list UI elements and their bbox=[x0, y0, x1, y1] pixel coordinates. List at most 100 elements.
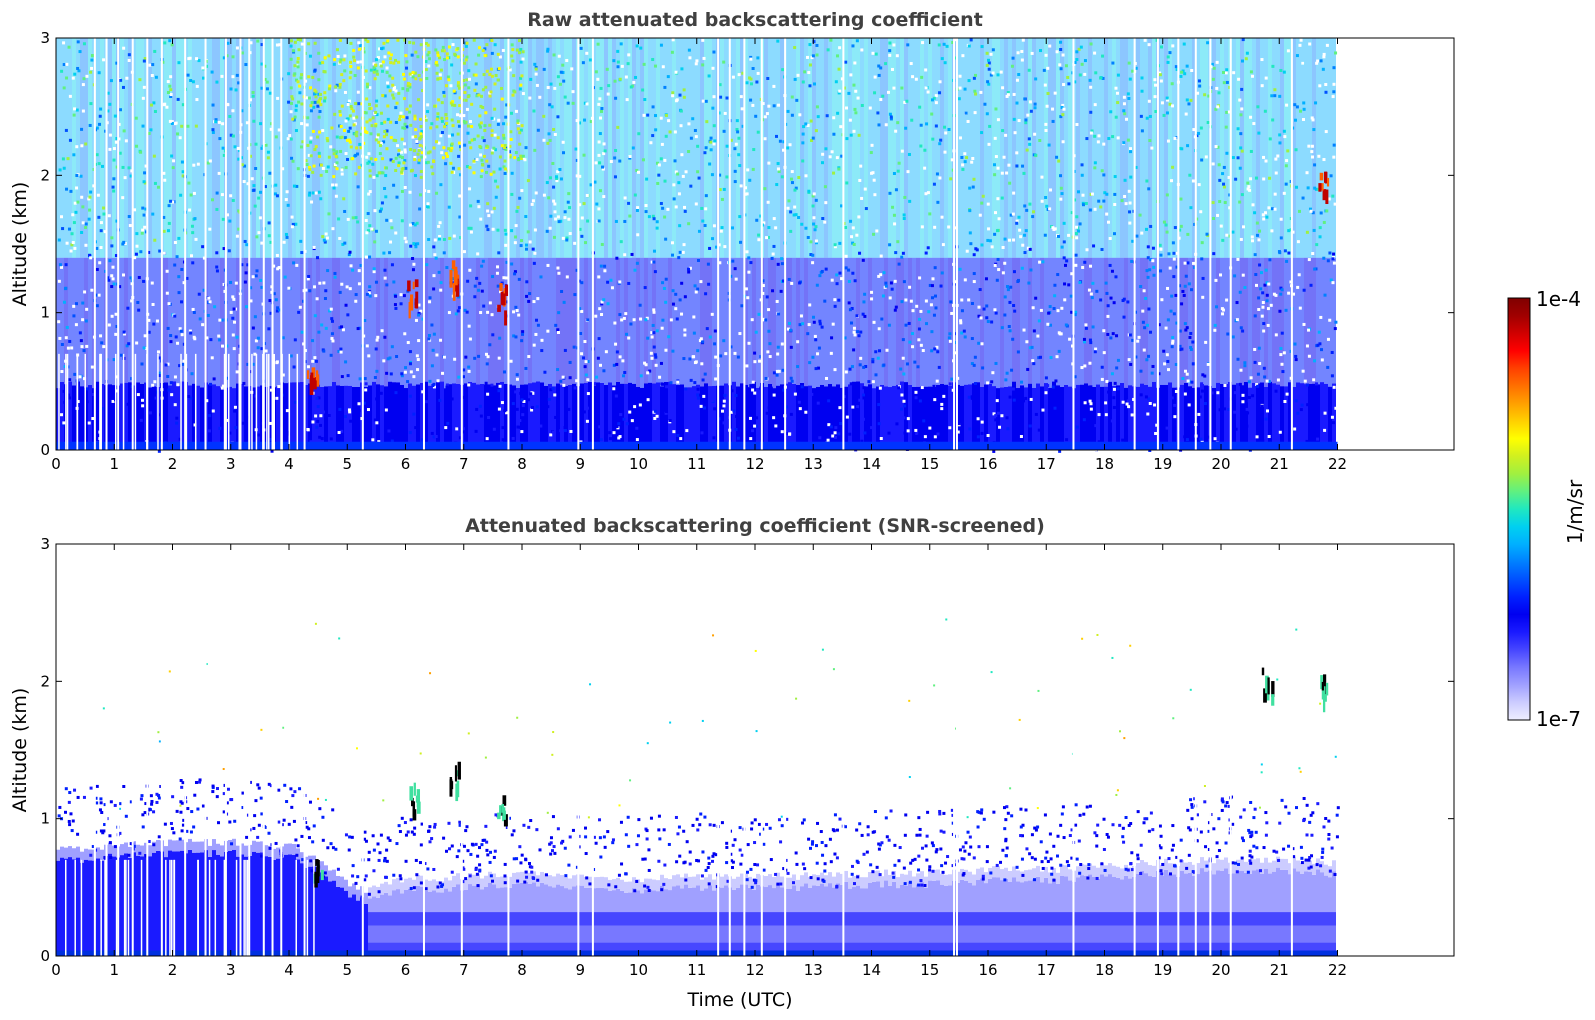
heat-cell bbox=[1223, 383, 1227, 387]
heat-cell bbox=[877, 349, 881, 353]
heat-cell bbox=[80, 144, 84, 148]
heat-cell bbox=[767, 104, 771, 108]
heat-cell bbox=[384, 174, 388, 178]
heat-cell bbox=[901, 356, 905, 360]
heat-cell bbox=[972, 272, 976, 276]
heat-cell bbox=[1057, 349, 1061, 353]
heat-cell bbox=[1139, 369, 1143, 373]
heat-cell bbox=[1208, 449, 1212, 453]
heat-cell bbox=[140, 427, 144, 431]
heat-cell bbox=[553, 393, 557, 397]
heat-cell bbox=[1251, 203, 1255, 207]
heat-cell bbox=[914, 396, 918, 400]
heat-cell bbox=[703, 372, 707, 376]
heat-cell bbox=[568, 384, 572, 450]
heat-cell bbox=[89, 190, 93, 194]
heat-cell bbox=[1153, 95, 1157, 99]
heat-cell bbox=[173, 263, 177, 267]
heat-cell bbox=[941, 243, 945, 247]
heat-cell bbox=[181, 103, 185, 107]
heat-cell bbox=[881, 94, 885, 98]
heat-cell bbox=[994, 361, 998, 365]
heat-cell bbox=[963, 335, 967, 339]
heat-cell bbox=[693, 361, 697, 365]
heat-cell bbox=[373, 418, 377, 422]
heat-cell bbox=[600, 257, 604, 383]
heat-cell bbox=[346, 157, 350, 161]
heat-cell bbox=[1152, 38, 1156, 258]
heat-cell bbox=[1002, 155, 1006, 159]
heat-cell bbox=[1061, 103, 1065, 107]
heat-cell bbox=[1060, 245, 1064, 249]
heat-cell bbox=[1120, 38, 1124, 258]
heat-cell bbox=[514, 305, 518, 309]
heat-cell bbox=[103, 230, 107, 234]
heat-cell bbox=[642, 62, 646, 66]
heat-cell bbox=[1201, 373, 1205, 377]
heat-cell bbox=[1315, 382, 1319, 386]
heat-cell bbox=[849, 133, 853, 137]
heat-cell bbox=[889, 115, 893, 119]
heat-cell bbox=[1044, 376, 1048, 380]
heat-cell bbox=[317, 51, 321, 55]
heat-cell bbox=[169, 95, 173, 99]
heat-cell bbox=[468, 187, 472, 191]
heat-cell bbox=[1166, 139, 1170, 143]
heat-cell bbox=[1318, 84, 1322, 88]
heat-cell bbox=[339, 347, 343, 351]
heat-cell bbox=[862, 300, 866, 304]
heat-cell bbox=[888, 53, 892, 57]
heat-cell bbox=[560, 289, 564, 293]
heat-cell bbox=[657, 163, 661, 167]
heat-cell bbox=[448, 257, 452, 385]
heat-cell bbox=[394, 89, 398, 93]
heat-cell bbox=[388, 38, 392, 258]
heat-cell bbox=[891, 205, 895, 209]
heat-cell bbox=[893, 279, 897, 283]
heat-cell bbox=[372, 38, 376, 258]
heat-cell bbox=[1272, 38, 1276, 258]
heat-cell bbox=[888, 296, 892, 300]
heat-cell bbox=[342, 197, 346, 201]
heat-cell bbox=[1097, 199, 1101, 203]
heat-cell bbox=[536, 381, 540, 450]
heat-cell bbox=[895, 422, 899, 426]
heat-cell bbox=[496, 382, 500, 450]
heat-cell bbox=[336, 54, 340, 58]
heat-cell bbox=[1193, 222, 1197, 226]
heat-cell bbox=[162, 215, 166, 219]
heat-cell bbox=[1093, 161, 1097, 165]
heat-cell bbox=[745, 192, 749, 196]
heat-cell bbox=[732, 257, 736, 382]
heat-cell bbox=[988, 38, 992, 258]
heat-cell bbox=[671, 91, 675, 95]
heat-cell bbox=[520, 257, 524, 385]
heat-cell bbox=[425, 263, 429, 267]
heat-cell bbox=[1222, 81, 1226, 85]
heat-cell bbox=[475, 94, 479, 98]
heat-cell bbox=[870, 290, 874, 294]
heat-cell bbox=[638, 403, 642, 407]
heat-cell bbox=[440, 130, 444, 134]
heat-cell bbox=[845, 181, 849, 185]
heat-cell bbox=[457, 124, 461, 128]
heat-cell bbox=[148, 257, 152, 388]
heat-cell bbox=[1063, 298, 1067, 302]
heat-cell bbox=[1048, 38, 1052, 258]
heat-cell bbox=[582, 153, 586, 157]
heat-cell bbox=[524, 384, 528, 450]
heat-cell bbox=[432, 287, 436, 291]
heat-cell bbox=[933, 347, 937, 351]
heat-cell bbox=[75, 173, 79, 177]
heat-cell bbox=[1139, 285, 1143, 289]
heat-cell bbox=[268, 404, 272, 408]
heat-cell bbox=[751, 167, 755, 171]
heat-cell bbox=[322, 238, 326, 242]
heat-cell bbox=[982, 307, 986, 311]
heat-cell bbox=[1293, 103, 1297, 107]
heat-cell bbox=[852, 129, 856, 133]
heat-cell bbox=[191, 261, 195, 265]
heat-cell bbox=[816, 38, 820, 258]
heat-cell bbox=[68, 94, 72, 98]
heat-cell bbox=[1307, 328, 1311, 332]
